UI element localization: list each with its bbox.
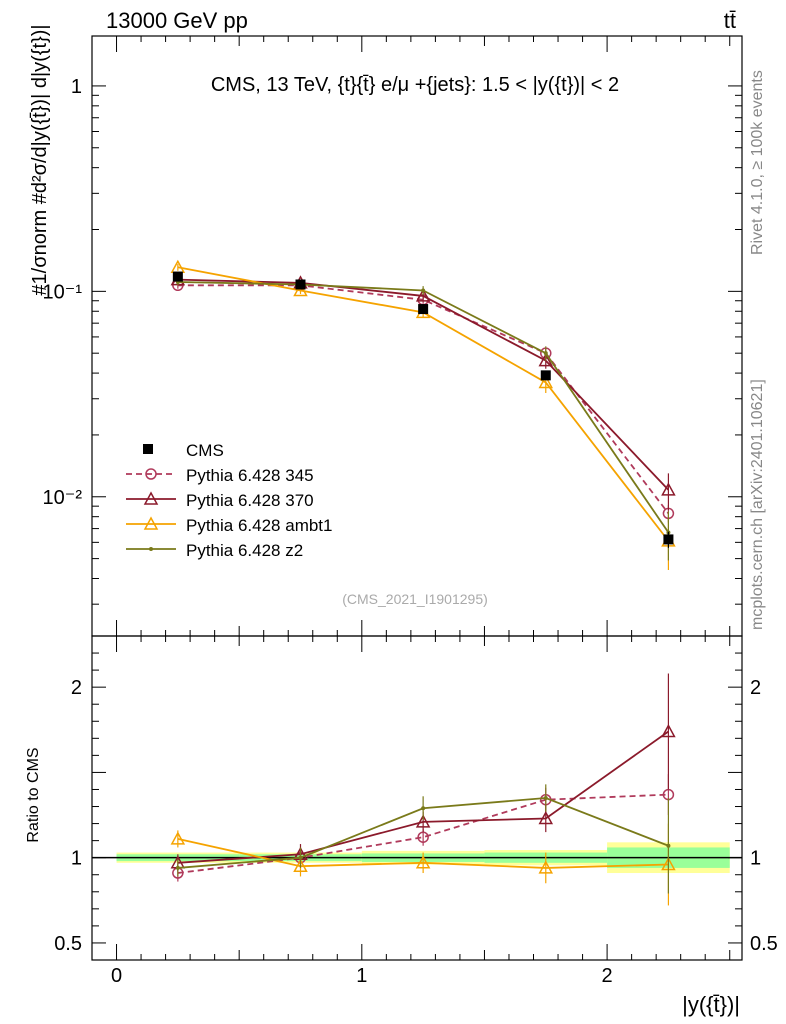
series-point-ratio <box>538 810 554 825</box>
rivet-label: Rivet 4.1.0, ≥ 100k events <box>749 70 766 255</box>
series-point-ratio <box>417 831 429 843</box>
series-point-ratio <box>170 831 186 845</box>
main-y-tick-label: 10⁻¹ <box>43 281 83 303</box>
data-point <box>418 304 429 315</box>
legend-marker-2 <box>143 516 159 530</box>
header-right: tt̄ <box>724 8 736 33</box>
series-point-main <box>415 288 431 302</box>
axes: 1 10⁻¹ 10⁻² 0.5 0.5 1 1 2 2 0 1 2 <box>43 35 778 987</box>
data-point <box>663 534 674 545</box>
series-point-ratio <box>538 860 554 874</box>
data-point <box>540 370 551 381</box>
main-y-tick-label: 1 <box>71 76 82 98</box>
series-point-ratio <box>175 865 180 870</box>
legend-label-3: Pythia 6.428 z2 <box>186 541 303 560</box>
ratio-y-tick-label: 2 <box>71 677 82 699</box>
ratio-y-tick-label: 0.5 <box>54 933 82 955</box>
data-layer <box>172 271 674 548</box>
legend: CMS Pythia 6.428 345 Pythia 6.428 370 Pythi… <box>126 441 332 560</box>
series-point-ratio <box>421 806 426 811</box>
mcplots-label: mcplots.cern.ch [arXiv:2401.10621] <box>749 379 766 630</box>
legend-marker-1 <box>143 491 159 505</box>
data-point <box>172 271 183 282</box>
legend-marker-cms <box>143 444 153 454</box>
series-point-ratio <box>661 723 676 738</box>
legend-label-1: Pythia 6.428 370 <box>186 491 314 510</box>
legend-label-0: Pythia 6.428 345 <box>186 466 314 485</box>
ratio-frame <box>91 635 743 961</box>
ratio-y-tick-label-right: 2 <box>750 677 761 699</box>
chart-title: CMS, 13 TeV, {t}{t̄} e/μ +{jets}: 1.5 < … <box>211 74 619 96</box>
ratio-y-tick-label-right: 0.5 <box>750 933 778 955</box>
series-line-main-0 <box>177 284 670 514</box>
legend-marker-3 <box>149 547 153 551</box>
x-tick-label: 1 <box>356 965 367 987</box>
legend-label-cms: CMS <box>186 441 224 460</box>
main-y-tick-label: 10⁻² <box>43 487 83 509</box>
series-point-main <box>421 288 426 293</box>
series-line-ratio-0 <box>177 793 669 874</box>
series-point-main <box>538 353 554 367</box>
series-point-main <box>661 482 676 496</box>
watermark: (CMS_2021_I1901295) <box>342 591 488 607</box>
series-point-ratio <box>666 843 671 848</box>
ratio-y-tick-label: 1 <box>71 848 82 870</box>
series-point-ratio <box>415 814 431 828</box>
x-tick-label: 2 <box>602 965 613 987</box>
x-axis-label: |y({t̄})| <box>682 992 740 1017</box>
x-tick-label: 0 <box>111 965 122 987</box>
legend-marker-0 <box>145 468 157 480</box>
series-point-ratio <box>293 858 308 872</box>
y-axis-label-ratio: Ratio to CMS <box>25 747 42 842</box>
series-point-main <box>543 351 548 356</box>
series-layer <box>170 259 676 906</box>
series-point-ratio <box>298 855 303 860</box>
header-left: 13000 GeV pp <box>106 8 248 33</box>
series-point-ratio <box>415 855 431 869</box>
series-point-ratio <box>543 796 548 800</box>
y-axis-label-main-text: #1/σnorm #d²σ/d|y({t̄})| d|y({t})| <box>29 24 51 295</box>
series-point-main <box>293 282 308 297</box>
data-point <box>295 279 306 290</box>
y-axis-label-main: #1/σnorm #d²σ/d|y({t̄})| d|y({t})| <box>29 24 51 295</box>
ratio-y-tick-label-right: 1 <box>750 848 761 870</box>
legend-label-2: Pythia 6.428 ambt1 <box>186 516 332 535</box>
series-point-main <box>538 374 554 389</box>
